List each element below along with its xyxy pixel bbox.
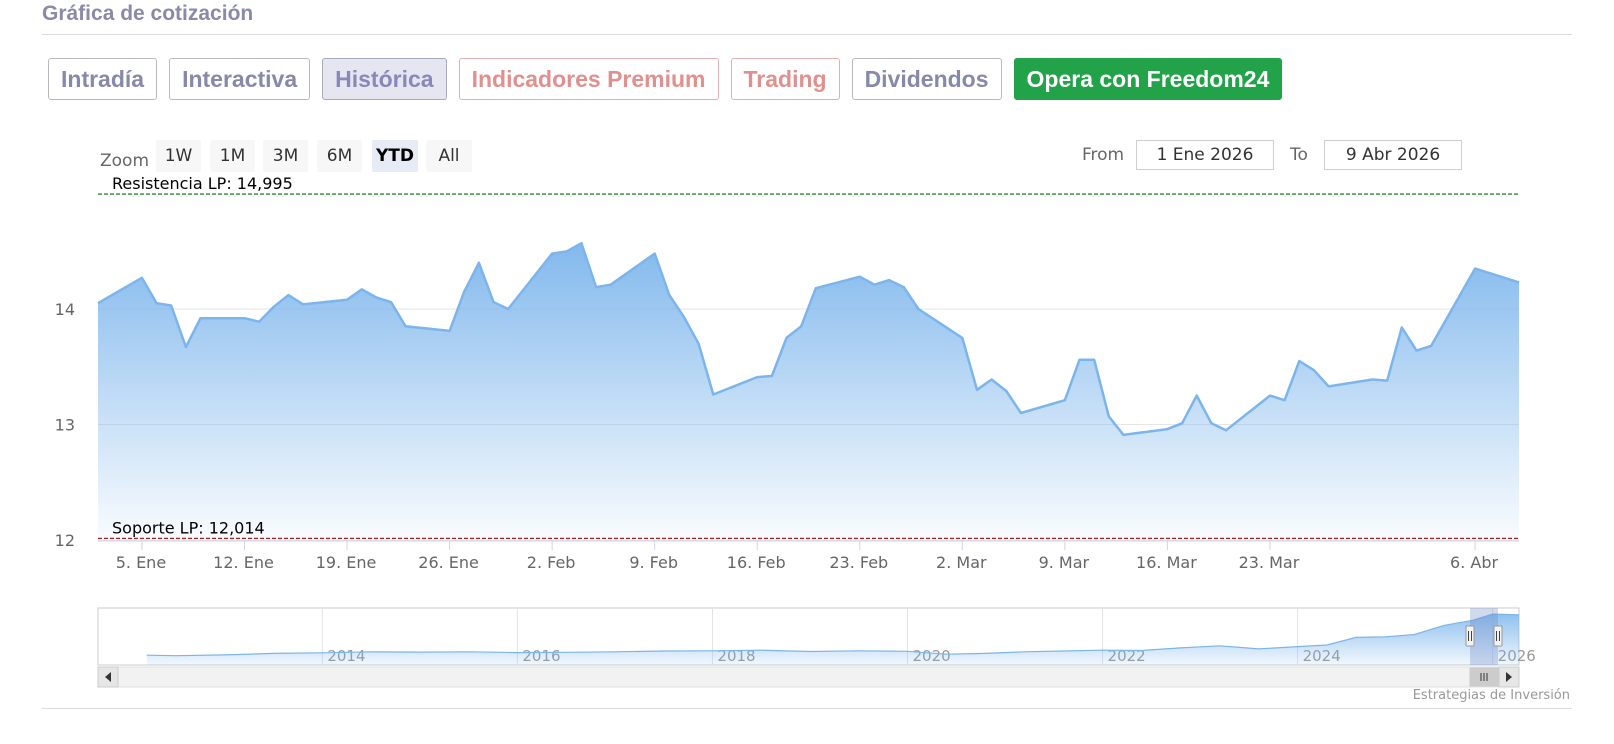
zoom-button-label: YTD — [375, 146, 414, 166]
zoom-button-label: 1M — [220, 146, 245, 166]
y-tick-label: 14 — [55, 300, 75, 319]
zoom-button-all[interactable]: All — [426, 140, 472, 172]
x-tick-label: 26. Ene — [418, 553, 479, 572]
zoom-button-label: All — [438, 146, 459, 166]
x-tick-label: 12. Ene — [213, 553, 274, 572]
chart-credit[interactable]: Estrategias de Inversión — [1412, 688, 1570, 703]
tab-trading[interactable]: Trading — [730, 58, 840, 100]
zoom-button-label: 1W — [165, 146, 193, 166]
x-tick-label: 6. Abr — [1450, 553, 1498, 572]
x-tick-label: 16. Feb — [727, 553, 786, 572]
navigator-selected-range[interactable] — [1470, 608, 1498, 665]
tab-intradía[interactable]: Intradía — [48, 58, 158, 100]
price-area-fill — [98, 243, 1519, 541]
zoom-button-label: 6M — [327, 146, 352, 166]
zoom-button-ytd[interactable]: YTD — [372, 140, 418, 172]
handle-body — [1465, 625, 1475, 647]
x-tick-label: 16. Mar — [1136, 553, 1197, 572]
navigator-handle-left[interactable] — [1465, 625, 1475, 647]
from-date-input[interactable]: 1 Ene 2026 — [1136, 140, 1274, 170]
x-tick-label: 5. Ene — [116, 553, 166, 572]
title-divider — [42, 34, 1572, 35]
bottom-divider — [42, 708, 1572, 709]
x-axis: 5. Ene 12. Ene 19. Ene 26. Ene 2. Feb 9. Feb 1… — [98, 540, 1519, 572]
tab-indicadores-premium[interactable]: Indicadores Premium — [458, 58, 719, 100]
arrow-right-icon — [1506, 672, 1512, 682]
x-tick-label: 19. Ene — [316, 553, 377, 572]
y-tick-label: 13 — [55, 416, 75, 435]
zoom-button-1m[interactable]: 1M — [210, 140, 255, 172]
scrollbar-track[interactable] — [97, 666, 1520, 688]
tab-opera-con-freedom24[interactable]: Opera con Freedom24 — [1013, 58, 1283, 100]
zoom-button-bg — [210, 140, 255, 172]
x-tick-label: 2. Mar — [936, 553, 987, 572]
zoom-button-bg — [372, 140, 418, 172]
chart-tabs: Intradía Interactiva Histórica Indicadores … — [48, 58, 1283, 100]
zoom-button-1w[interactable]: 1W — [156, 140, 201, 172]
zoom-button-3m[interactable]: 3M — [263, 140, 308, 172]
arrow-left-icon — [105, 672, 111, 682]
x-tick-label: 9. Feb — [629, 553, 678, 572]
plot-lines: Resistencia LP: 14,995 Soporte LP: 12,014 — [98, 174, 1519, 540]
section-title: Gráfica de cotización — [42, 2, 254, 25]
handle-body — [1493, 625, 1503, 647]
x-tick-label: 23. Mar — [1239, 553, 1300, 572]
tab-histórica[interactable]: Histórica — [322, 58, 447, 100]
scroll-left-button[interactable] — [97, 666, 119, 688]
zoom-button-6m[interactable]: 6M — [317, 140, 362, 172]
x-tick-label: 9. Mar — [1039, 553, 1090, 572]
zoom-button-bg — [317, 140, 362, 172]
tab-dividendos[interactable]: Dividendos — [851, 58, 1002, 100]
zoom-button-label: 3M — [273, 146, 298, 166]
navigator-handle-right[interactable] — [1493, 625, 1503, 647]
to-date-input[interactable]: 9 Abr 2026 — [1324, 140, 1462, 170]
x-tick-label: 23. Feb — [829, 553, 888, 572]
price-area — [97, 241, 1520, 541]
navigator-line — [146, 613, 1520, 657]
x-tick-label: 2. Feb — [527, 553, 576, 572]
navigator-scrollbar[interactable] — [97, 666, 1520, 688]
zoom-button-bg — [156, 140, 201, 172]
to-label: To — [1290, 145, 1308, 165]
zoom-button-bg — [263, 140, 308, 172]
price-line — [97, 241, 1520, 437]
tab-interactiva[interactable]: Interactiva — [169, 58, 311, 100]
support-label: Soporte LP: 12,014 — [112, 518, 265, 537]
resistance-label: Resistencia LP: 14,995 — [112, 174, 293, 193]
y-axis: 12 13 14 — [55, 300, 75, 550]
zoom-label: Zoom — [100, 151, 149, 171]
y-tick-label: 12 — [55, 531, 75, 550]
range-selector: Zoom 1W 1M 3M 6M YTD All — [100, 140, 472, 172]
scrollbar-thumb[interactable] — [1469, 667, 1499, 687]
navigator[interactable]: 2014201620182020202220242026 — [97, 607, 1536, 688]
from-label: From — [1082, 145, 1125, 165]
zoom-button-bg — [426, 140, 472, 172]
scroll-right-button[interactable] — [1498, 666, 1520, 688]
